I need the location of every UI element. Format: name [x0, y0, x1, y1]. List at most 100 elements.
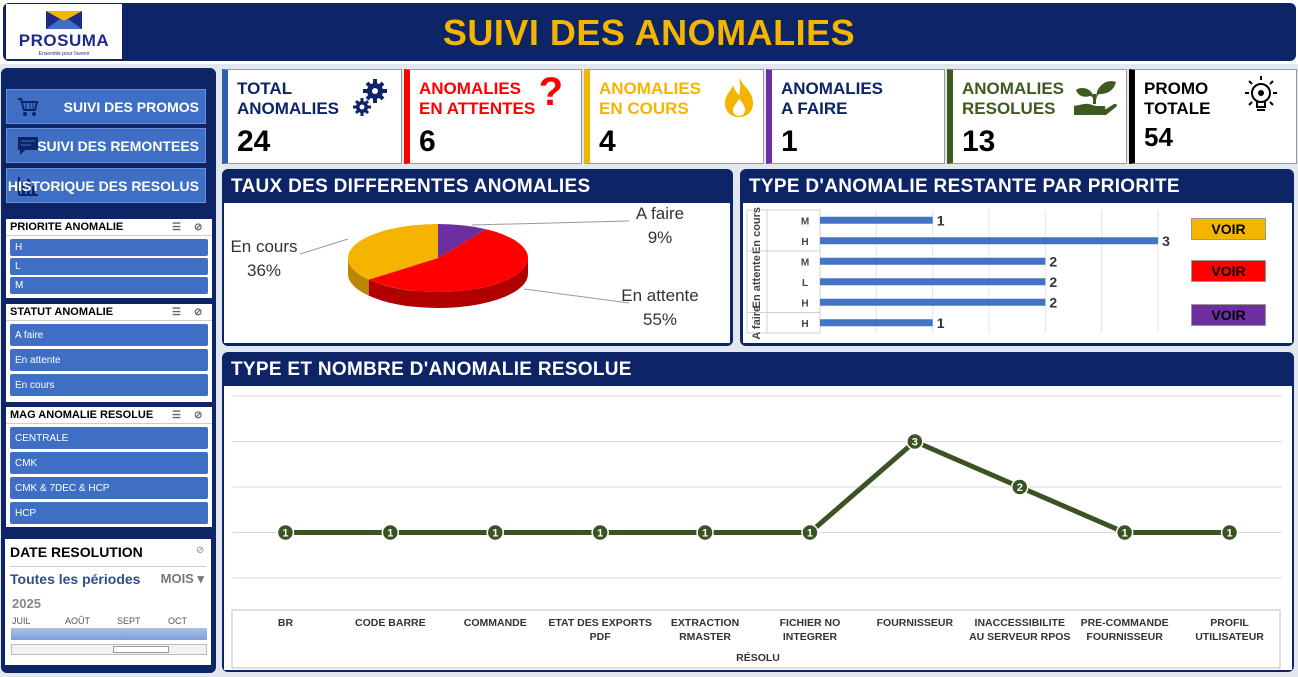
header-bar	[3, 3, 1296, 61]
line-point	[486, 523, 504, 542]
bar-category-label: M	[801, 216, 809, 227]
slicer-item-en-attente[interactable]: En attente	[10, 349, 208, 371]
multi-select-icon[interactable]: ☰	[172, 410, 181, 421]
slicer-title: PRIORITE ANOMALIE	[10, 221, 124, 233]
kpi-anomalies-resolues: ANOMALIES RESOLUES 13	[947, 69, 1127, 164]
timeline-unit-select[interactable]: MOIS ▾	[160, 571, 204, 586]
kpi-label: TOTAL ANOMALIES	[237, 79, 339, 118]
line-point-label: 1	[492, 528, 498, 540]
bar-value-label: 2	[1049, 253, 1057, 269]
timeline-year: 2025	[12, 596, 41, 611]
page-title: SUIVI DES ANOMALIES	[442, 12, 856, 53]
line-category-label: PDF	[590, 631, 612, 643]
clear-filter-icon[interactable]: ⊘	[194, 410, 203, 421]
kpi-promo-totale: PROMO TOTALE 54	[1129, 69, 1297, 164]
pie-label-name: En cours	[230, 237, 297, 256]
line-category-label: BR	[278, 617, 294, 629]
logo: PROSUMA Ensemble pour l'avenir	[6, 4, 122, 59]
slicer-item-cmk-7dec-hcp[interactable]: CMK & 7DEC & HCP	[10, 477, 208, 499]
bar-category-label: H	[801, 319, 808, 330]
kpi-label: ANOMALIES RESOLUES	[962, 79, 1064, 118]
slicer-header: PRIORITE ANOMALIE ☰ ⊘	[6, 219, 212, 236]
kpi-total-anomalies: TOTAL ANOMALIES 24	[222, 69, 402, 164]
slicer-item-en-cours[interactable]: En cours	[10, 374, 208, 396]
nav-suivi-promos-button[interactable]: SUIVI DES PROMOS	[6, 89, 206, 124]
line-category-label: FOURNISSEUR	[1086, 631, 1163, 643]
bar	[820, 257, 1046, 265]
panel-title: TAUX DES DIFFERENTES ANOMALIES	[231, 176, 591, 197]
line-point-label: 1	[282, 528, 288, 540]
chat-icon	[18, 137, 38, 155]
voir-button-a-faire[interactable]: VOIR	[1191, 304, 1266, 326]
clear-filter-icon[interactable]: ⊘	[194, 222, 203, 233]
slicer-item-a-faire[interactable]: A faire	[10, 324, 208, 346]
pie-slice	[348, 224, 438, 280]
multi-select-icon[interactable]: ☰	[172, 222, 181, 233]
slicer-item-hcp[interactable]: HCP	[10, 502, 208, 524]
slicer-title: STATUT ANOMALIE	[10, 306, 114, 318]
nav-label: SUIVI DES PROMOS	[63, 98, 199, 115]
slicer-item-cmk[interactable]: CMK	[10, 452, 208, 474]
bar-body: En cours M 1 H 3 En attente M 2 L 2 H 2 A faire H 1 VO…	[743, 203, 1292, 343]
pie-label-value: 55%	[643, 310, 677, 329]
bar	[820, 298, 1046, 306]
line-category-label: FOURNISSEUR	[877, 617, 954, 629]
line-category-label: INTEGRER	[783, 631, 838, 643]
pie-slice	[368, 229, 528, 292]
bar-category-box	[766, 209, 821, 252]
line-category-label: ETAT DES EXPORTS	[548, 617, 651, 629]
envelope-logo-icon	[46, 11, 82, 29]
panel-bar: TYPE D'ANOMALIE RESTANTE PAR PRIORITE En…	[740, 169, 1294, 346]
voir-button-en-cours[interactable]: VOIR	[1191, 218, 1266, 240]
line-category-label: EXTRACTION	[671, 617, 739, 629]
header: PROSUMA Ensemble pour l'avenir SUIVI DES…	[0, 0, 1298, 64]
bar	[820, 216, 933, 224]
timeline-all-periods: Toutes les périodes	[10, 571, 141, 587]
lightbulb-icon	[1245, 76, 1277, 111]
kpi-anomalies-en-cours: ANOMALIES EN COURS 4	[584, 69, 764, 164]
gears-icon	[353, 79, 387, 116]
bar	[820, 319, 933, 327]
bar-category-label: H	[801, 237, 808, 248]
slicer-item-h[interactable]: H	[10, 239, 208, 256]
line-point-label: 2	[1017, 482, 1023, 494]
nav-historique-resolus-button[interactable]: HISTORIQUE DES RESOLUS	[6, 168, 206, 203]
line-point	[906, 432, 924, 451]
pie-leader-line	[471, 220, 630, 226]
line-category-box	[231, 609, 1281, 669]
line-category-label: RMASTER	[679, 631, 731, 643]
kpi-label: ANOMALIES EN ATTENTES	[419, 79, 536, 118]
bar-value-label: 1	[937, 212, 945, 228]
multi-select-icon[interactable]: ☰	[172, 307, 181, 318]
line-category-label: PROFIL	[1210, 617, 1249, 629]
slicer-item-m[interactable]: M	[10, 277, 208, 294]
line-axis-title: RÉSOLU	[736, 651, 780, 664]
clear-filter-icon[interactable]: ⊘	[196, 545, 205, 556]
pie-leader-line	[299, 238, 349, 255]
line-category-label: CODE BARRE	[355, 617, 426, 629]
timeline-bar[interactable]	[11, 628, 207, 640]
line-point	[1115, 523, 1134, 542]
kpi-value: 24	[237, 125, 271, 158]
slicer-header: STATUT ANOMALIE ☰ ⊘	[6, 304, 212, 321]
bar-value-label: 2	[1049, 294, 1057, 310]
kpi-value: 13	[962, 125, 996, 158]
pie-slice	[438, 224, 487, 258]
timeline-month: AOÛT	[65, 616, 91, 626]
clear-filter-icon[interactable]: ⊘	[194, 307, 203, 318]
pie-body: A faire 9% En attente 55% En cours 36%	[224, 203, 730, 343]
bar	[820, 278, 1046, 286]
nav-suivi-remontees-button[interactable]: SUIVI DES REMONTEES	[6, 128, 206, 163]
voir-button-en-attente[interactable]: VOIR	[1191, 260, 1266, 282]
kpi-value: 54	[1144, 122, 1173, 152]
pie-chart: A faire 9% En attente 55% En cours 36%	[230, 204, 698, 329]
slicer-item-centrale[interactable]: CENTRALE	[10, 427, 208, 449]
timeline-scrollbar[interactable]	[11, 644, 207, 655]
slicer-item-l[interactable]: L	[10, 258, 208, 275]
pie-slice-side	[368, 258, 528, 308]
line-category-label: FICHIER NO	[780, 617, 841, 629]
line-point	[276, 523, 295, 542]
bar-value-label: 3	[1162, 233, 1170, 249]
timeline-scroll-thumb[interactable]	[113, 646, 169, 653]
pie-label-name: A faire	[636, 204, 684, 223]
